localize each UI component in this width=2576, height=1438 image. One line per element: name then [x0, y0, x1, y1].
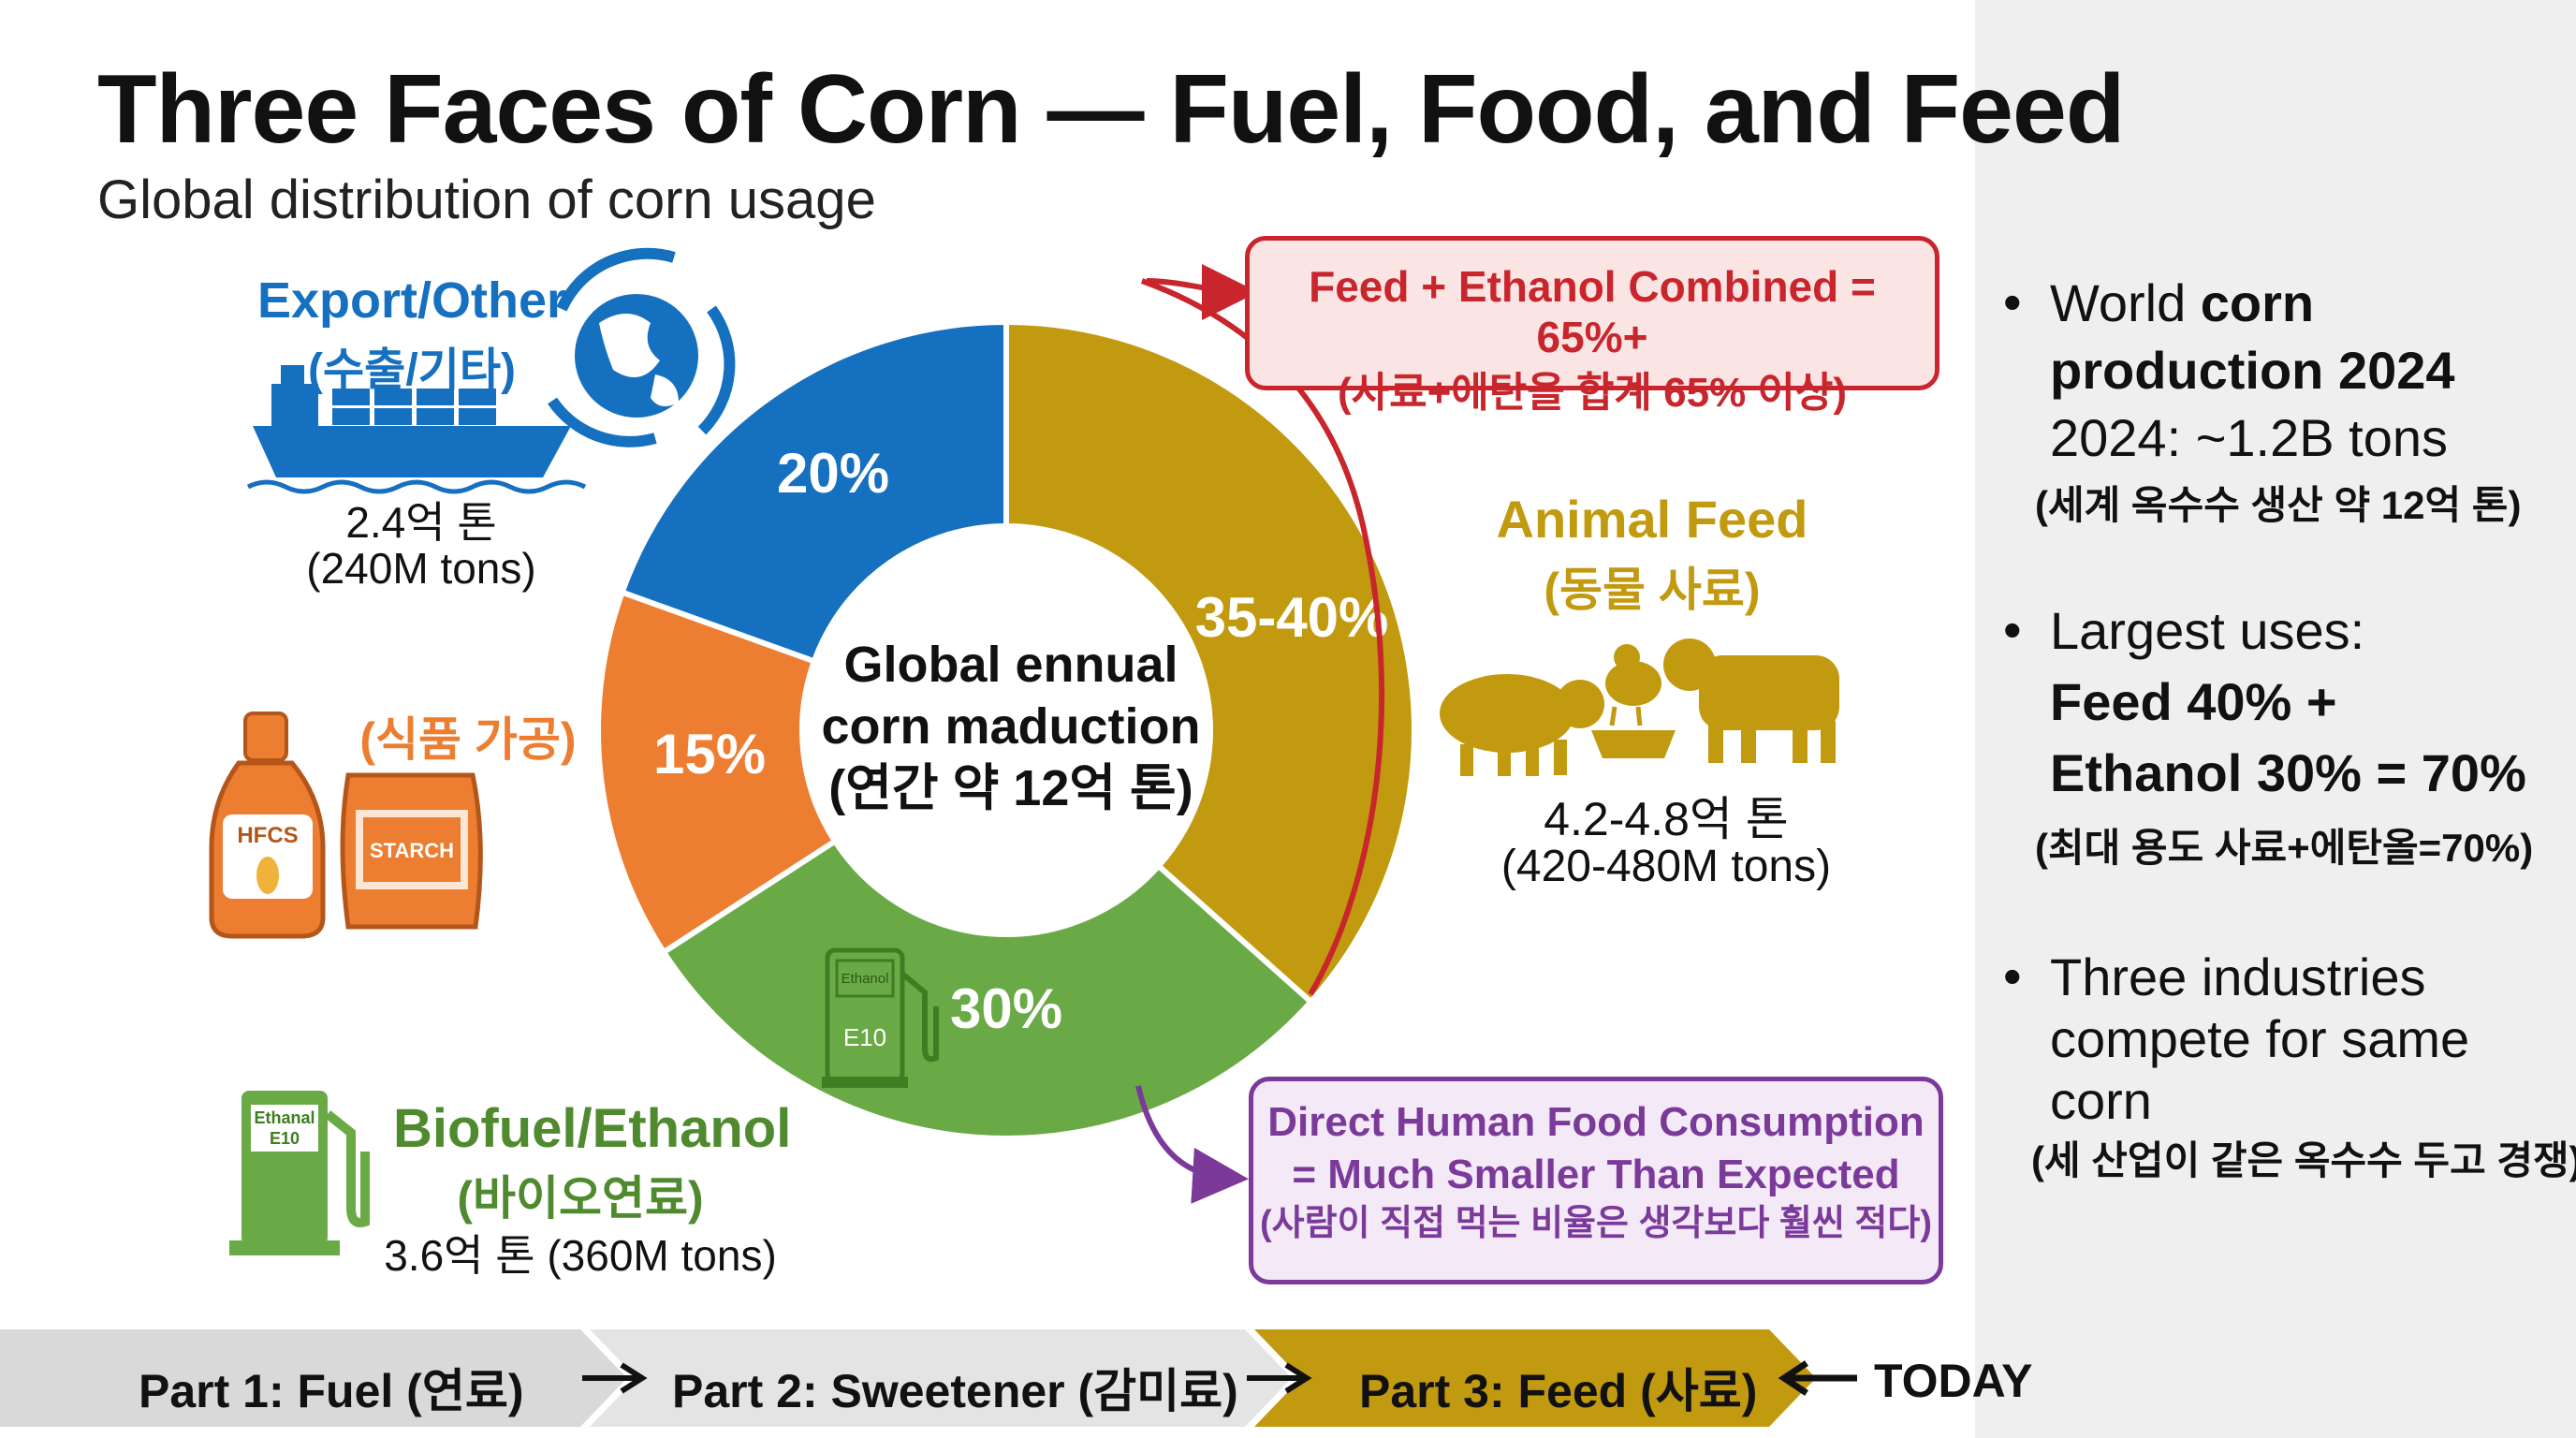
hfcs-bottle-icon: HFCS: [209, 712, 326, 939]
biofuel-ko: (바이오연료): [457, 1172, 704, 1225]
pig-icon: [1440, 674, 1604, 776]
export-amount-en: (240M tons): [306, 544, 536, 593]
donut-slice-feed: [1003, 318, 1417, 1006]
center-line-3: (연간 약 12억 톤): [828, 759, 1193, 816]
combined-callout: Feed + Ethanol Combined = 65%+ (사료+에탄올 합…: [1245, 236, 1939, 416]
sidebar-bullet-compete: • Three industries compete for same corn…: [2003, 946, 2576, 1198]
slice-label-export: 20%: [777, 442, 889, 505]
feed-ko: (동물 사료): [1544, 564, 1761, 616]
b3-ko: (세 산업이 같은 옥수수 두고 경쟁): [2031, 1138, 2576, 1182]
b2-line3: Ethanol 30% = 70%: [2050, 743, 2526, 802]
starch-text: STARCH: [370, 839, 454, 862]
center-line-1: Global ennual: [843, 637, 1178, 693]
inner-pump-label-1: Ethanol: [842, 971, 889, 987]
b3-line2: compete for same: [2050, 1009, 2470, 1068]
cow-icon: [1663, 638, 1839, 763]
export-title: Export/Other: [256, 272, 567, 329]
feed-amount: 4.2-4.8억 톤: [1544, 793, 1789, 845]
human-line-3: (사람이 직접 먹는 비율은 생각보다 훨씬 적다): [1260, 1203, 1932, 1243]
b1-bold2: production 2024: [2050, 341, 2455, 400]
b1-bold1: corn: [2200, 273, 2315, 332]
timeline-part3: Part 3: Feed (사료): [1359, 1365, 1758, 1417]
chicken-icon: [1605, 644, 1661, 726]
human-line-2: = Much Smaller Than Expected: [1292, 1151, 1900, 1197]
combined-arrow: [1140, 278, 1385, 996]
sidebar-panel: [1975, 0, 2576, 1438]
timeline-part2: Part 2: Sweetener (감미료): [672, 1365, 1238, 1417]
donut-center-label: Global ennual corn maduction (연간 약 12억 톤…: [814, 635, 1208, 820]
b3-line3: corn: [2050, 1071, 2152, 1130]
biofuel-amount: 3.6억 톤 (360M tons): [384, 1231, 777, 1280]
slice-label-food: 15%: [653, 723, 766, 785]
inner-fuel-pump-icon: Ethanol E10: [822, 947, 939, 1088]
globe-icon: [548, 247, 736, 448]
biofuel-title: Biofuel/Ethanol: [393, 1098, 792, 1159]
b2-line2: Feed 40% +: [2050, 672, 2337, 731]
combined-arrow-head: [1146, 263, 1258, 320]
timeline-part1: Part 1: Fuel (연료): [139, 1365, 524, 1417]
sidebar-bullet-uses: • Largest uses: Feed 40% + Ethanol 30% =…: [2003, 599, 2565, 880]
donut-hole: [804, 528, 1208, 932]
feed-title: Animal Feed: [1496, 490, 1808, 549]
center-line-2: corn maduction: [821, 697, 1201, 755]
combined-line-1: Feed + Ethanol Combined = 65%+: [1309, 262, 1876, 362]
donut-slice-export: [618, 318, 1009, 666]
food-ko: (식품 가공): [359, 713, 577, 766]
b2-ko: (최대 용도 사료+에탄올=70%): [2035, 826, 2534, 870]
human-line-1: Direct Human Food Consumption: [1267, 1099, 1925, 1145]
page-subtitle: Global distribution of corn usage: [97, 169, 876, 230]
donut-slice-food: [594, 588, 840, 957]
export-amount: 2.4억 톤: [345, 498, 497, 547]
inner-pump-label-2: E10: [843, 1023, 886, 1051]
pump-label-2: E10: [270, 1129, 300, 1148]
starch-bag-icon: STARCH: [340, 772, 483, 930]
b1-line3: 2024: ~1.2B tons: [2050, 408, 2449, 467]
human-arrow: [1135, 1085, 1249, 1204]
timeline-today: TODAY: [1874, 1355, 2033, 1407]
export-ko: (수출/기타): [308, 345, 516, 395]
human-food-callout: Direct Human Food Consumption = Much Sma…: [1249, 1077, 1943, 1284]
page-title: Three Faces of Corn — Fuel, Food, and Fe…: [97, 55, 2125, 164]
pump-label-1: Ethanal: [254, 1108, 315, 1127]
slice-label-feed: 35-40%: [1195, 586, 1389, 649]
b3-line1: Three industries: [2050, 947, 2426, 1006]
hfcs-text: HFCS: [237, 823, 298, 848]
slice-labels: 35-40% 30% 15% 20%: [653, 442, 1388, 1040]
feed-amount-en: (420-480M tons): [1500, 842, 1832, 891]
feed-trough-icon: [1591, 730, 1676, 758]
fuel-pump-icon: Ethanal E10: [229, 1091, 370, 1255]
combined-line-2: (사료+에탄올 합계 65% 이상): [1337, 369, 1848, 416]
slice-label-ethanol: 30%: [950, 977, 1062, 1040]
sidebar-bullet-production: • World corn production 2024 2024: ~1.2B…: [2003, 271, 2565, 543]
b1-ko: (세계 옥수수 생산 약 12억 톤): [2035, 483, 2522, 527]
cargo-ship-icon: [246, 365, 587, 494]
b2-line1: Largest uses:: [2050, 601, 2365, 660]
b1-pre: World: [2050, 273, 2201, 332]
